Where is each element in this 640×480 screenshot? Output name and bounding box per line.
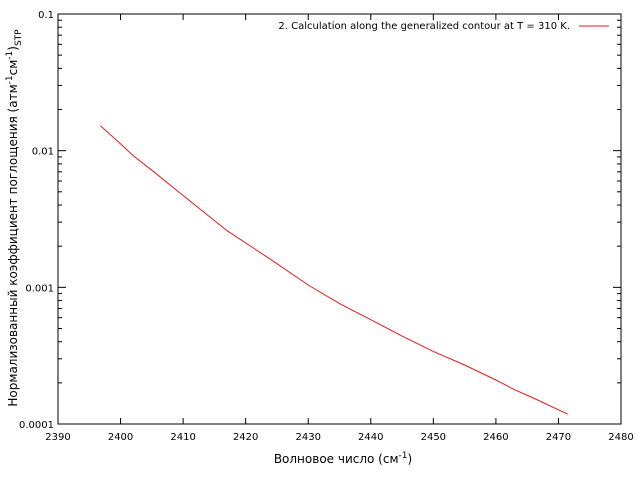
x-tick-label: 2460 (483, 432, 508, 443)
x-tick-label: 2400 (108, 432, 133, 443)
y-axis-label: Нормализованный коэффициент поглощения (… (5, 29, 24, 407)
x-tick-label: 2470 (546, 432, 571, 443)
legend-label: 2. Calculation along the generalized con… (278, 21, 570, 32)
x-tick-label: 2410 (170, 432, 195, 443)
x-tick-label: 2480 (608, 432, 633, 443)
x-axis-label: Волновое число (см-1) (274, 451, 412, 466)
series-line (100, 125, 569, 415)
y-tick-label: 0.01 (32, 147, 54, 158)
x-tick-label: 2390 (45, 432, 70, 443)
y-tick-label: 0.001 (25, 283, 54, 294)
x-tick-label: 2450 (421, 432, 446, 443)
x-tick-label: 2420 (233, 432, 258, 443)
series-layer (100, 125, 569, 415)
plot-frame (57, 13, 622, 425)
x-tick-label: 2440 (358, 432, 383, 443)
y-tick-label: 0.1 (38, 10, 54, 21)
x-tick-label: 2430 (295, 432, 320, 443)
y-tick-label: 0.0001 (19, 420, 54, 431)
y-axis-ticks: 0.0001 0.001 0.01 0.1 (19, 10, 621, 431)
x-axis-ticks: 2390 2400 2410 2420 2430 2440 2450 2460 2470 2480 (45, 14, 634, 443)
legend: 2. Calculation along the generalized con… (278, 21, 609, 32)
